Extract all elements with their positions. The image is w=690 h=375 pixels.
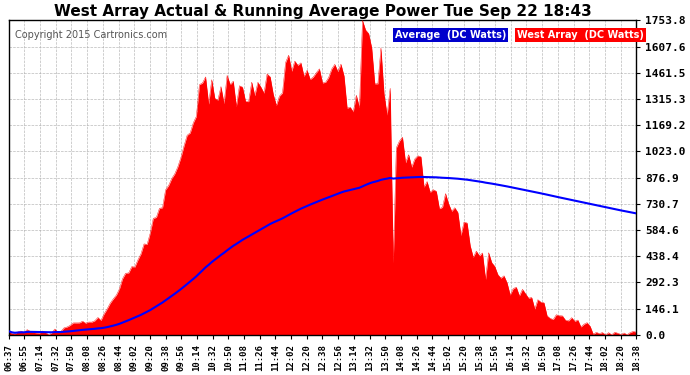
Text: Copyright 2015 Cartronics.com: Copyright 2015 Cartronics.com — [15, 30, 167, 40]
Text: West Array  (DC Watts): West Array (DC Watts) — [517, 30, 644, 40]
Title: West Array Actual & Running Average Power Tue Sep 22 18:43: West Array Actual & Running Average Powe… — [54, 4, 591, 19]
Text: Average  (DC Watts): Average (DC Watts) — [395, 30, 506, 40]
